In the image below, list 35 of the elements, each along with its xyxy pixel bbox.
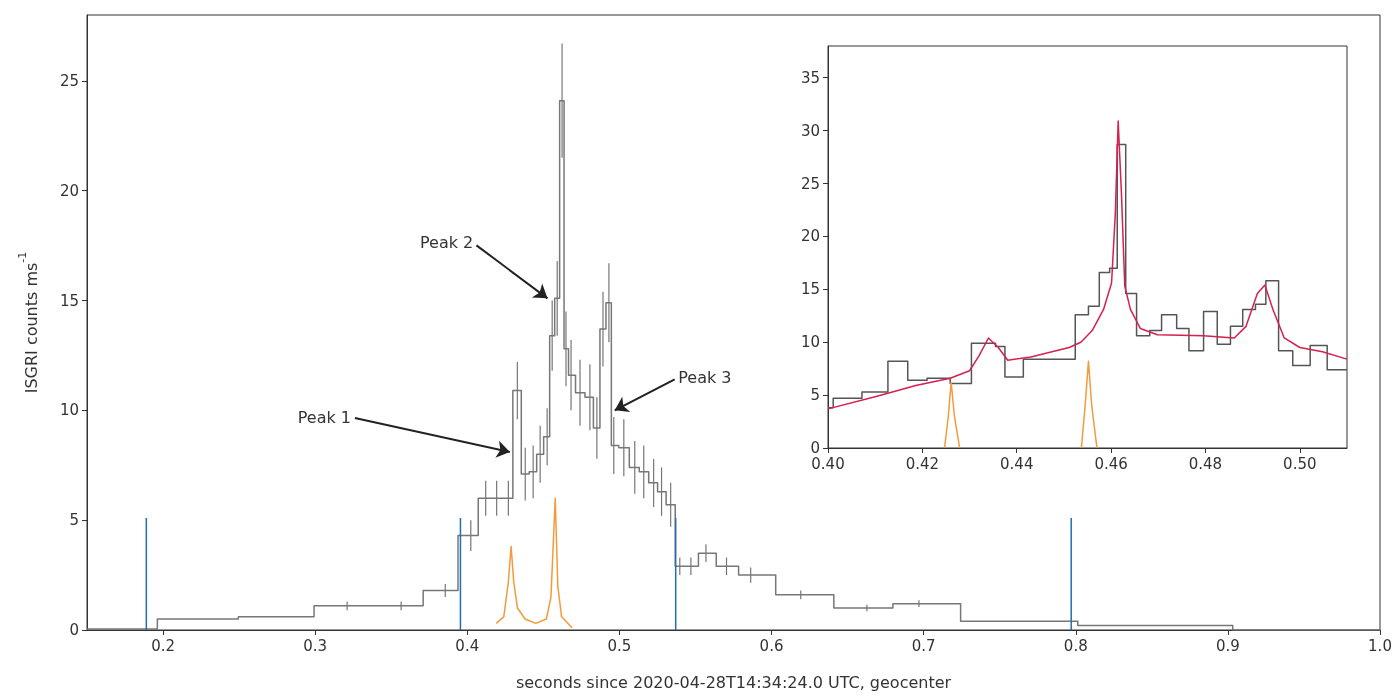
y-tick-label: 5 (69, 511, 79, 530)
x-tick-label: 0.6 (759, 636, 784, 655)
annotation: Peak 3 (678, 368, 732, 388)
x-tick-label: 0.2 (151, 636, 175, 655)
x-tick-label: 0.9 (1215, 636, 1240, 655)
y-tick-label: 25 (59, 71, 79, 90)
y-tick-label: 20 (800, 227, 820, 246)
y-tick-label: 5 (810, 386, 820, 405)
x-tick-label: 0.3 (303, 636, 328, 655)
y-tick-label: 10 (59, 401, 79, 420)
y-tick-label: 25 (800, 174, 820, 193)
y-tick-label: 0 (810, 439, 820, 457)
x-tick-label: 0.48 (1188, 454, 1223, 473)
x-tick-label: 0.42 (905, 454, 940, 473)
y-axis-title: ISGRI counts ms-1 (16, 251, 41, 394)
x-tick-label: 0.7 (911, 636, 936, 655)
y-tick-label: 15 (59, 291, 79, 310)
x-tick-label: 1.0 (1368, 636, 1392, 655)
y-tick-label: 10 (800, 333, 820, 352)
x-tick-label: 0.8 (1063, 636, 1088, 655)
y-tick-label: 30 (800, 121, 820, 140)
y-tick-label: 35 (800, 68, 820, 87)
annotation: Peak 1 (297, 407, 351, 427)
x-tick-label: 0.46 (1094, 454, 1128, 473)
x-tick-label: 0.44 (1000, 454, 1034, 473)
x-tick-label: 0.5 (607, 636, 632, 655)
line-series (495, 497, 573, 629)
x-tick-label: 0.40 (811, 454, 845, 473)
x-tick-label: 0.50 (1283, 454, 1317, 473)
y-tick-label: 15 (800, 280, 820, 299)
x-axis-title: seconds since 2020-04-28T14:34:24.0 UTC, geocenter (515, 672, 952, 692)
y-tick-label: 0 (69, 621, 79, 639)
annotation: Peak 2 (419, 233, 474, 253)
y-tick-label: 20 (59, 181, 79, 200)
x-tick-label: 0.4 (455, 636, 480, 655)
